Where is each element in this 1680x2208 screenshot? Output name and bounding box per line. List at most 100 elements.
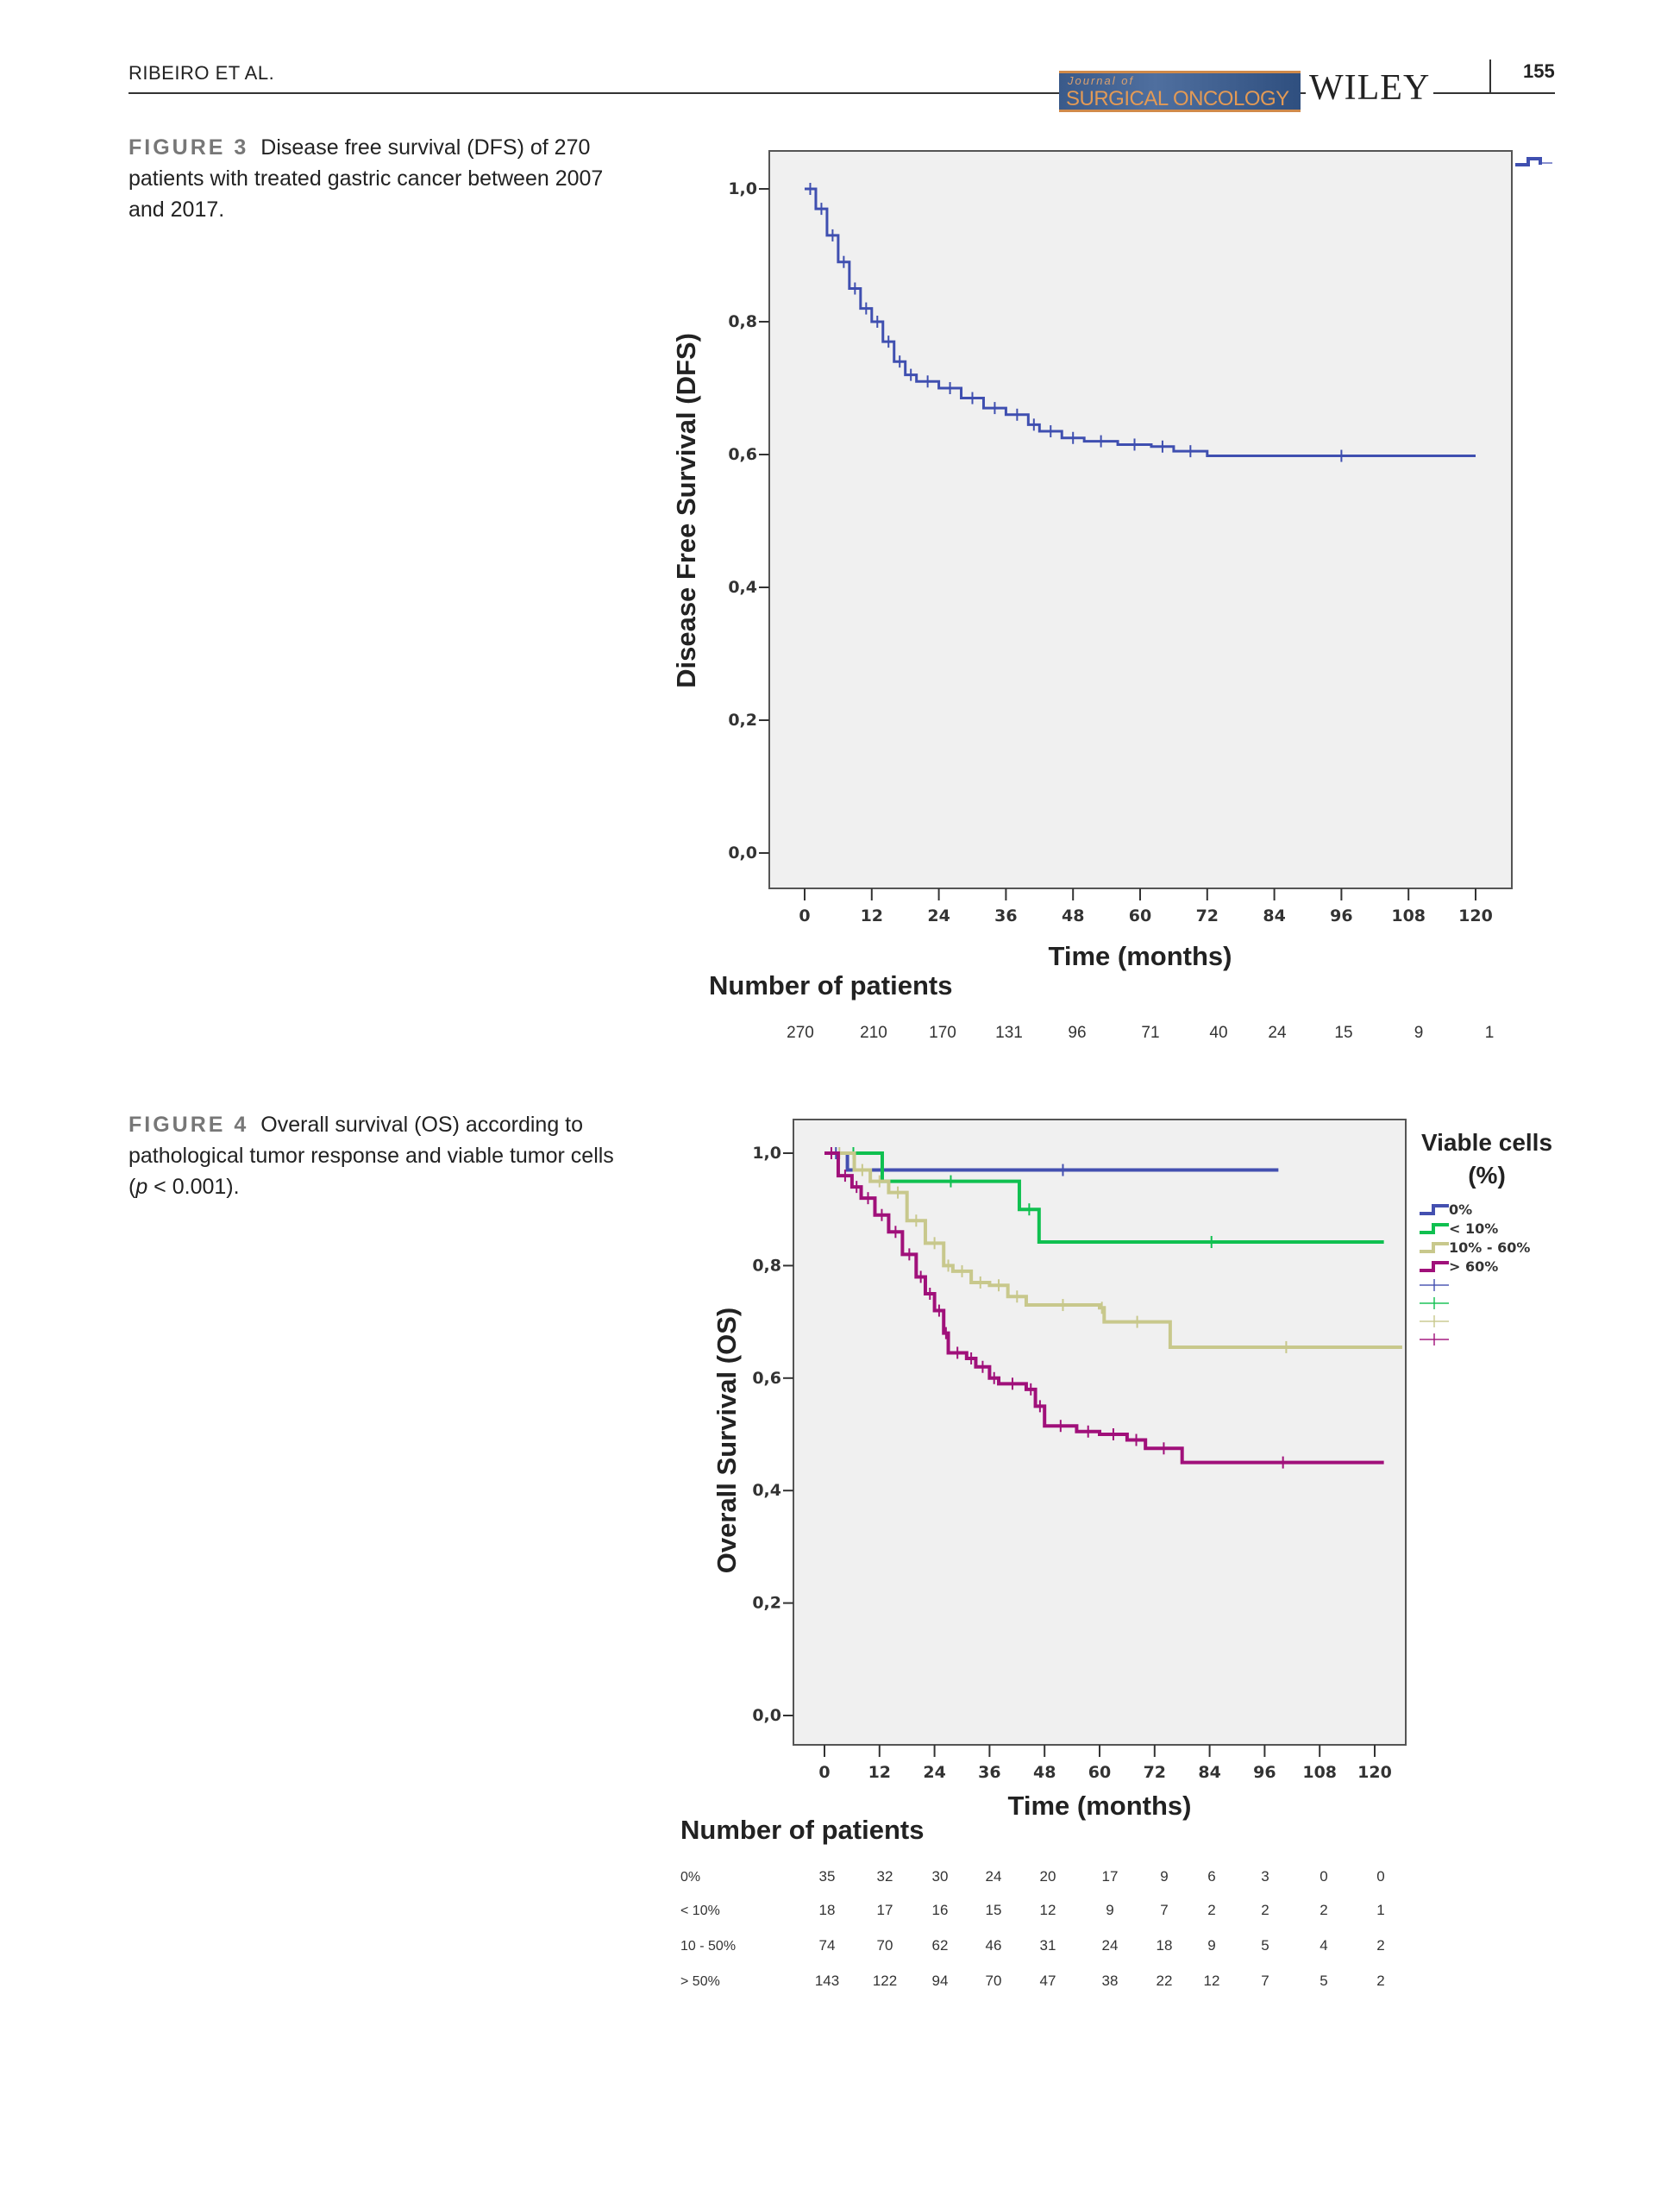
- legend-title: Viable cells: [1421, 1129, 1552, 1156]
- survival-curve-3: [824, 1151, 1384, 1465]
- number-at-risk-value: 9: [1414, 1024, 1424, 1042]
- figure4-caption-text: Overall survival (OS) according to patho…: [129, 1113, 614, 1199]
- x-tick-label: 120: [1357, 1763, 1392, 1782]
- x-axis-title: Time (months): [1049, 941, 1232, 971]
- x-tick-label: 72: [1196, 906, 1219, 925]
- number-at-risk-value: 16: [932, 1902, 949, 1918]
- number-at-risk-value: 5: [1320, 1973, 1327, 1989]
- number-at-risk-value: 122: [873, 1973, 897, 1989]
- number-at-risk-value: 7: [1261, 1973, 1269, 1989]
- x-tick-label: 84: [1263, 906, 1285, 925]
- y-tick-label: 1,0: [752, 1144, 781, 1163]
- figure4-caption-p: p: [135, 1175, 148, 1199]
- number-at-risk-value: 94: [932, 1973, 949, 1989]
- publisher-logo: WILEY: [1306, 67, 1434, 109]
- number-at-risk-value: 131: [995, 1024, 1023, 1042]
- number-at-risk-value: 12: [1040, 1902, 1056, 1918]
- x-tick-label: 96: [1253, 1763, 1276, 1782]
- y-tick-label: 1,0: [728, 179, 757, 198]
- number-at-risk-value: 17: [877, 1902, 893, 1918]
- number-at-risk-value: 5: [1261, 1937, 1269, 1954]
- figure3-chart: 0,0 0,2 0,4 0,6 0,8 1,0 0 12 24 36 48 60 72 84 96 108 12…: [671, 150, 1552, 971]
- y-tick-label: 0,8: [752, 1256, 781, 1275]
- number-at-risk-value: 31: [1040, 1937, 1056, 1954]
- x-tick-label: 24: [927, 906, 950, 925]
- number-at-risk-value: 9: [1160, 1868, 1168, 1885]
- number-at-risk-value: 170: [929, 1024, 956, 1042]
- figure4-number-at-risk-table: 0% 35 32 30 24 20 17 9 6 3 0 0< 10% 18 17 16 15 12 9 7 2 2 2 1…: [680, 1868, 1385, 1989]
- x-tick-label: 96: [1330, 906, 1352, 925]
- row-group-label: > 50%: [680, 1974, 720, 1989]
- table-row: 0% 35 32 30 24 20 17 9 6 3 0 0: [680, 1868, 1385, 1885]
- y-tick-label: 0,2: [752, 1594, 781, 1613]
- row-group-label: < 10%: [680, 1904, 720, 1918]
- x-tick-label: 12: [868, 1763, 891, 1782]
- y-tick-label: 0,0: [752, 1706, 781, 1725]
- y-axis-title: Overall Survival (OS): [711, 1308, 742, 1573]
- number-at-risk-value: 74: [819, 1937, 836, 1954]
- legend-fragment-icon: [1515, 157, 1542, 166]
- figure3-caption: FIGURE 3 Disease free survival (DFS) of 2…: [129, 132, 629, 225]
- header-divider: [1489, 60, 1491, 92]
- number-at-risk-value: 18: [1157, 1937, 1173, 1954]
- y-tick-label: 0,0: [728, 844, 757, 862]
- x-tick-label: 48: [1062, 906, 1084, 925]
- legend-title-unit: (%): [1468, 1162, 1506, 1189]
- number-at-risk-value: 9: [1207, 1937, 1215, 1954]
- number-at-risk-value: 22: [1157, 1973, 1173, 1989]
- number-at-risk-value: 270: [787, 1024, 814, 1042]
- number-at-risk-value: 15: [1334, 1024, 1352, 1042]
- legend-line-icon: [1420, 1261, 1449, 1272]
- number-at-risk-value: 71: [1141, 1024, 1159, 1042]
- number-at-risk-value: 2: [1320, 1902, 1327, 1918]
- number-at-risk-value: 6: [1207, 1868, 1215, 1885]
- row-group-label: 10 - 50%: [680, 1939, 736, 1954]
- number-at-risk-value: 4: [1320, 1937, 1327, 1954]
- figure3-number-at-risk-title: Number of patients: [709, 970, 952, 1000]
- x-tick-label: 36: [978, 1763, 1000, 1782]
- legend-line-icon: [1420, 1223, 1449, 1234]
- table-row: < 10% 18 17 16 15 12 9 7 2 2 2 1: [680, 1902, 1385, 1918]
- x-tick-label: 36: [994, 906, 1017, 925]
- page-number: 155: [1523, 60, 1555, 82]
- figure4-chart: 0,0 0,2 0,4 0,6 0,8 1,0 0 12 24 36 48 60 72 84 96 108 12…: [711, 1119, 1552, 1821]
- figure3-label: FIGURE 3: [129, 135, 249, 160]
- x-tick-label: 120: [1458, 906, 1493, 925]
- y-tick-label: 0,4: [752, 1481, 781, 1500]
- figure4-caption: FIGURE 4 Overall survival (OS) according …: [129, 1109, 629, 1202]
- legend-line-icon: [1420, 1242, 1449, 1253]
- figure3-caption-text: Disease free survival (DFS) of 270 patie…: [129, 135, 604, 222]
- number-at-risk-value: 18: [819, 1902, 836, 1918]
- number-at-risk-value: 38: [1102, 1973, 1119, 1989]
- y-tick-label: 0,6: [728, 445, 757, 464]
- row-group-label: 0%: [680, 1870, 700, 1885]
- number-at-risk-value: 70: [986, 1973, 1002, 1989]
- number-at-risk-value: 12: [1204, 1973, 1220, 1989]
- number-at-risk-value: 210: [860, 1024, 887, 1042]
- number-at-risk-value: 2: [1376, 1973, 1384, 1989]
- figure4-caption-end: < 0.001).: [147, 1175, 240, 1199]
- x-tick-label: 108: [1391, 906, 1426, 925]
- legend-label: < 10%: [1449, 1220, 1498, 1237]
- x-tick-label: 72: [1144, 1763, 1166, 1782]
- number-at-risk-value: 1: [1485, 1024, 1495, 1042]
- y-tick-label: 0,2: [728, 711, 757, 730]
- x-tick-label: 84: [1198, 1763, 1220, 1782]
- number-at-risk-value: 3: [1261, 1868, 1269, 1885]
- number-at-risk-value: 32: [877, 1868, 893, 1885]
- number-at-risk-value: 1: [1376, 1902, 1384, 1918]
- y-tick-label: 0,6: [752, 1369, 781, 1388]
- legend-label: > 60%: [1449, 1258, 1498, 1275]
- number-at-risk-value: 24: [1268, 1024, 1287, 1042]
- number-at-risk-value: 7: [1160, 1902, 1168, 1918]
- x-tick-label: 0: [799, 906, 810, 925]
- survival-curve-1: [824, 1151, 1384, 1245]
- x-tick-label: 108: [1302, 1763, 1337, 1782]
- figure4-number-at-risk-title: Number of patients: [680, 1815, 924, 1845]
- journal-logo: Journal of SURGICAL ONCOLOGY: [1059, 71, 1301, 112]
- number-at-risk-value: 15: [986, 1902, 1002, 1918]
- number-at-risk-value: 24: [1102, 1937, 1119, 1954]
- x-tick-label: 0: [818, 1763, 830, 1782]
- x-tick-label: 12: [861, 906, 883, 925]
